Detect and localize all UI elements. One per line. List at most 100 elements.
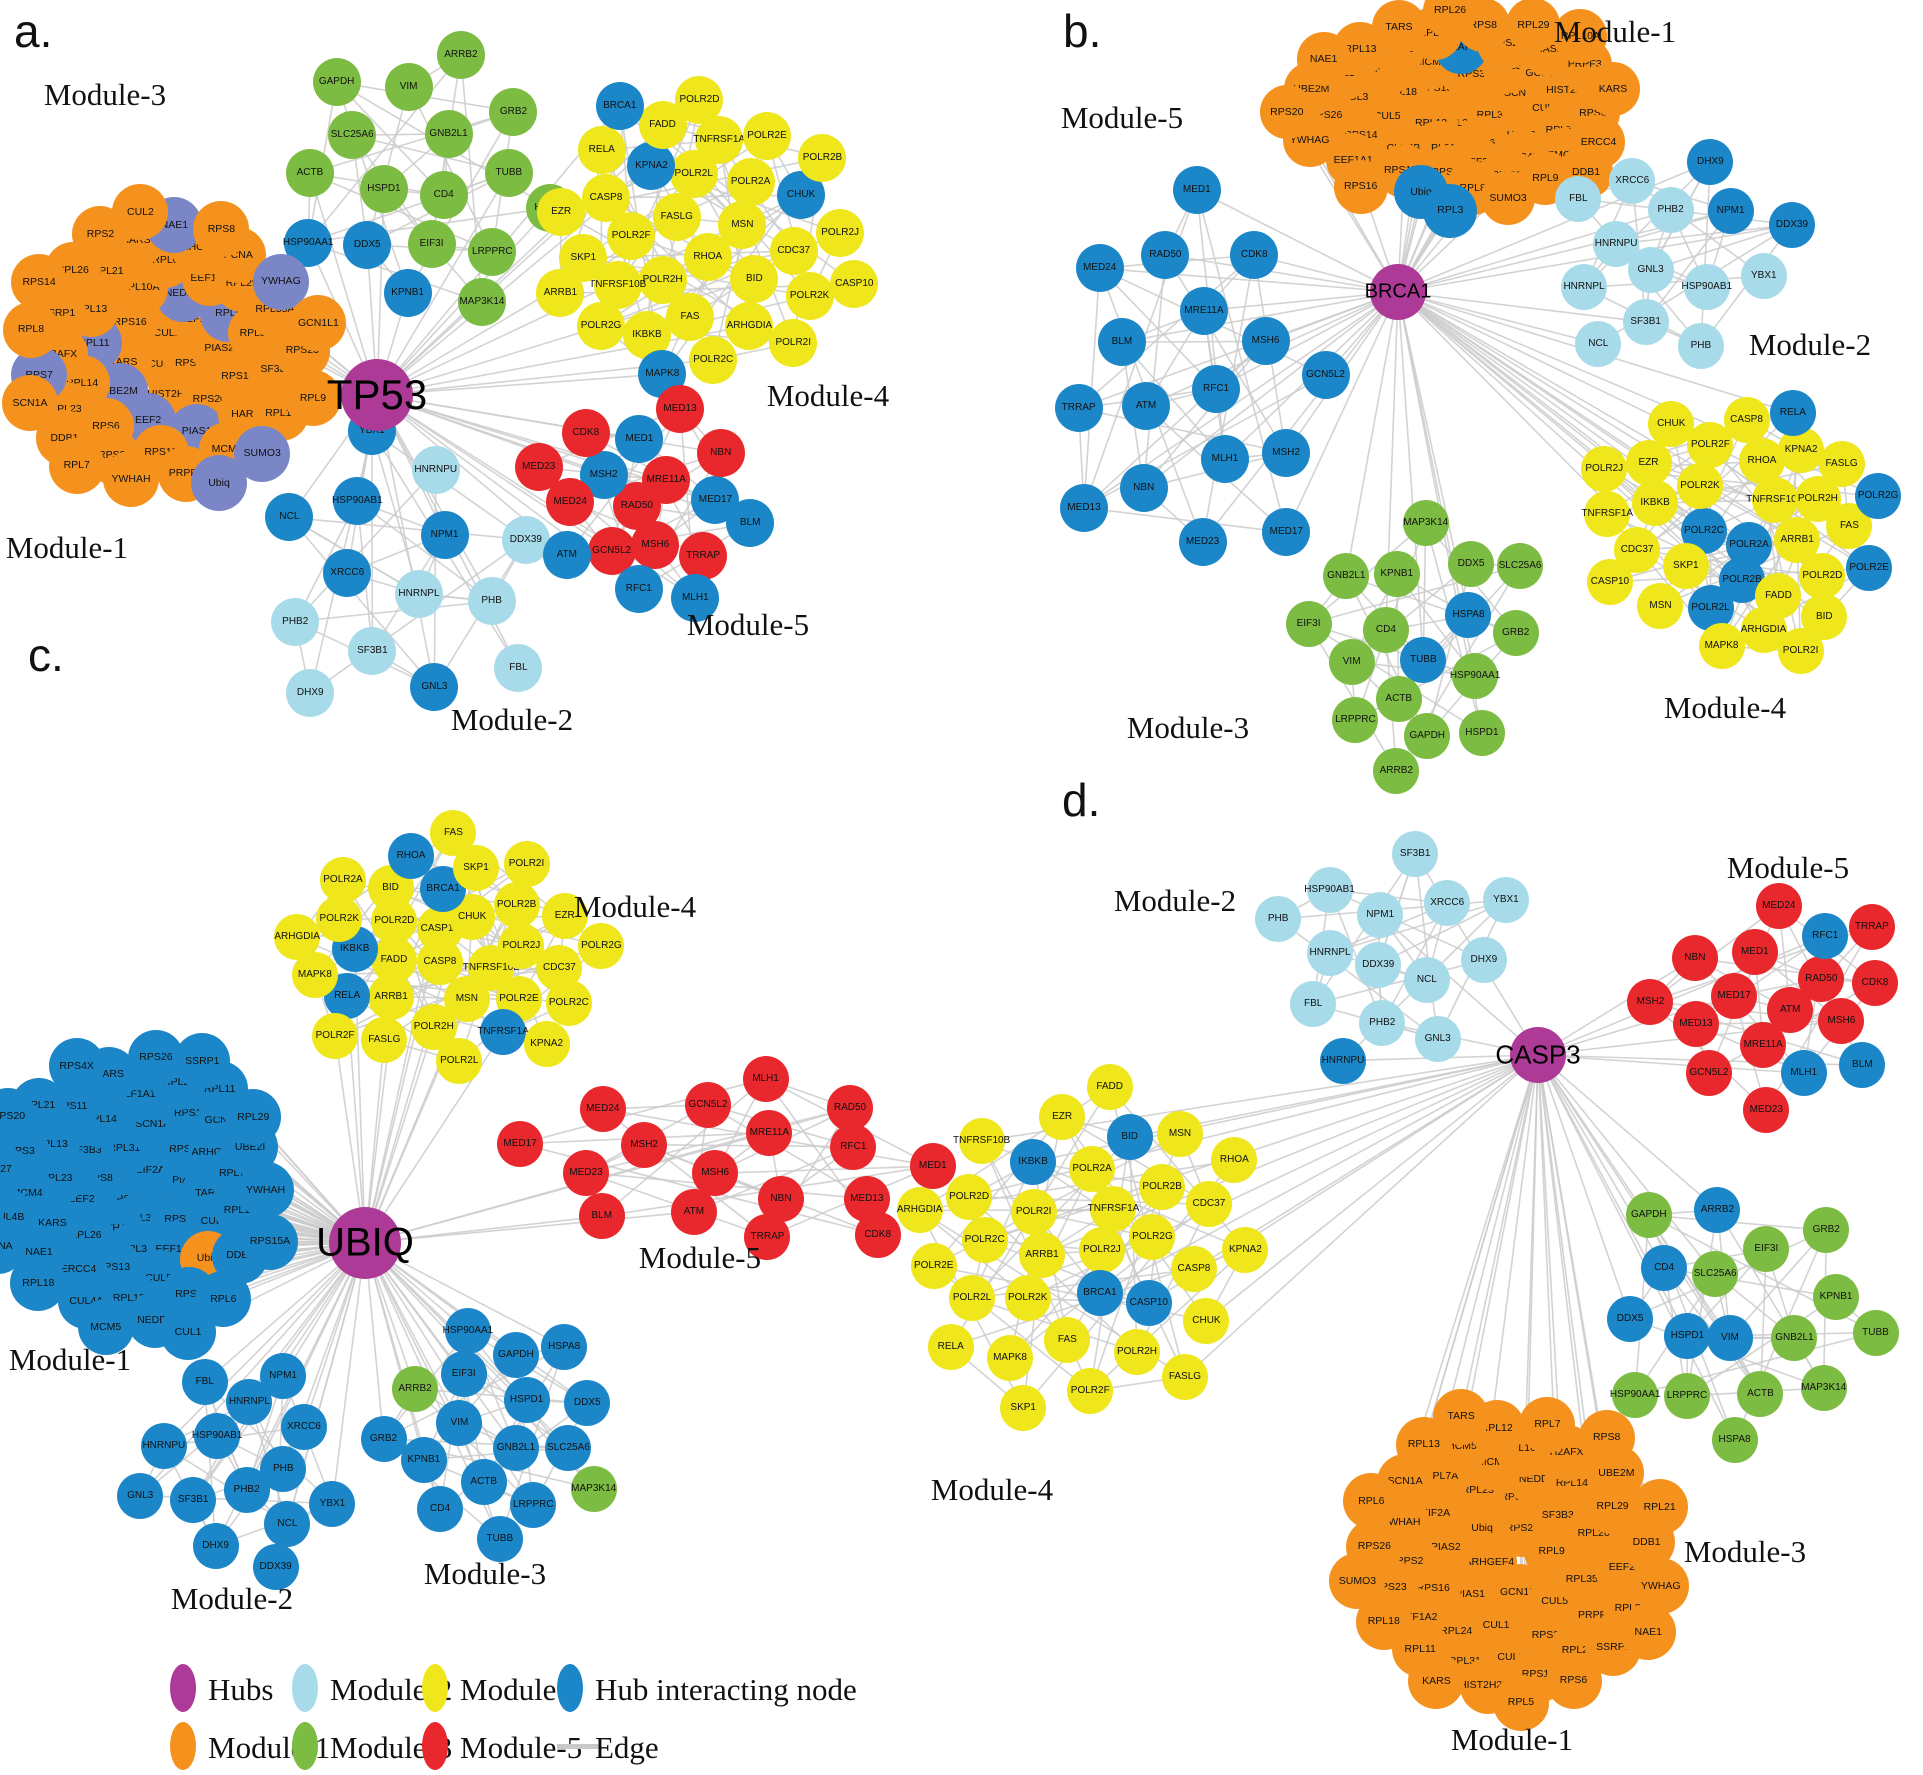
node-MED24: MED24 [1075,244,1124,293]
node-MAP3K14: MAP3K14 [457,278,506,327]
node-PHB2: PHB2 [271,597,320,646]
node-TRRAP: TRRAP [1054,384,1103,433]
node-EZR: EZR [1039,1093,1086,1140]
module-label: Module-4 [1663,690,1787,725]
node-NPM1: NPM1 [260,1353,307,1400]
hub-node-CASP3 [1510,1027,1566,1083]
node-POLR2J: POLR2J [498,923,545,970]
node-NPM1: NPM1 [1707,187,1754,234]
legend-edge-line [557,1744,601,1749]
node-HSP90AB1: HSP90AB1 [192,1412,242,1459]
node-TUBB: TUBB [1852,1309,1899,1356]
node-HNRNPU: HNRNPU [140,1423,187,1470]
node-KARS: KARS [1586,61,1641,116]
node-MAPK8: MAPK8 [1698,623,1745,669]
node-DDX39: DDX39 [1355,941,1402,988]
node-GAPDH: GAPDH [1625,1192,1672,1239]
node-MLH1: MLH1 [1780,1050,1827,1097]
legend-swatch-blue [557,1664,583,1712]
node-ACTB: ACTB [460,1459,507,1506]
node-ATM: ATM [1122,382,1171,431]
node-CD4: CD4 [419,171,468,220]
node-FASLG: FASLG [652,193,701,242]
node-RPL8: RPL8 [2,301,59,358]
node-SCN1A: SCN1A [1,374,58,431]
node-MED1: MED1 [1731,929,1778,976]
node-GNB2L1: GNB2L1 [492,1424,539,1471]
node-TARS: TARS [1371,0,1426,55]
node-ARRB2: ARRB2 [1373,747,1420,794]
node-NBN: NBN [1119,463,1168,512]
hub-node-BRCA1 [1370,264,1426,320]
hub-label-TP53: TP53 [326,371,428,418]
node-DDX39: DDX39 [252,1544,299,1591]
node-XRCC6: XRCC6 [1609,157,1656,204]
node-TARS: TARS [1433,1388,1490,1445]
node-MRE11A: MRE11A [642,456,691,505]
hub-label-UBIQ: UBIQ [316,1220,414,1265]
node-XRCC6: XRCC6 [323,548,372,597]
node-MED23: MED23 [1178,517,1227,566]
node-GAPDH: GAPDH [1404,712,1451,759]
node-ARRB1: ARRB1 [368,973,415,1020]
node-TUBB: TUBB [484,148,533,197]
node-MRE11A: MRE11A [1740,1022,1787,1068]
node-YBX1: YBX1 [1740,253,1787,300]
node-PHB: PHB [260,1446,307,1493]
node-RPL7: RPL7 [48,437,105,494]
module-label: Module-3 [43,77,167,112]
module-label: Module-4 [766,378,890,413]
legend-label: Hub interacting node [595,1672,857,1707]
node-TNFRSF1A: TNFRSF1A [1581,490,1633,537]
node-FBL: FBL [181,1359,228,1406]
node-CHUK: CHUK [1183,1297,1230,1344]
node-TRRAP: TRRAP [1848,904,1895,951]
node-MED13: MED13 [1060,483,1108,532]
node-MSH6: MSH6 [631,520,680,569]
node-SKP1: SKP1 [1662,543,1709,590]
node-TRRAP: TRRAP [744,1213,791,1260]
node-ATM: ATM [542,531,591,580]
node-BRCA1: BRCA1 [595,82,644,131]
node-MED24: MED24 [1755,883,1802,930]
node-RHOA: RHOA [1211,1137,1258,1184]
node-RFC1: RFC1 [614,565,663,614]
node-BID: BID [730,255,779,304]
module-label: Module-4 [930,1472,1054,1507]
node-MLH1: MLH1 [671,573,720,622]
node-RFC1: RFC1 [830,1123,877,1170]
node-MAP3K14: MAP3K14 [1402,500,1449,547]
panel-letter-d: d. [1062,774,1101,826]
node-GAPDH: GAPDH [312,58,361,107]
node-TNFRSF10B: TNFRSF10B [953,1118,1010,1165]
node-HSPD1: HSPD1 [359,165,408,214]
node-BLM: BLM [578,1193,625,1240]
node-GCN1L1: GCN1L1 [290,295,347,352]
node-POLR2B: POLR2B [1139,1164,1186,1211]
module-label: Module-1 [5,530,129,565]
node-PHB2: PHB2 [1359,999,1406,1046]
node-GAPDH: GAPDH [492,1332,539,1379]
node-DHX9: DHX9 [192,1522,239,1569]
node-POLR2G: POLR2G [1129,1214,1176,1261]
node-RFC1: RFC1 [1192,364,1241,413]
node-MED17: MED17 [1711,973,1758,1020]
node-SLC25A6: SLC25A6 [1692,1251,1739,1298]
node-TNFRSF1A: TNFRSF1A [477,1009,529,1056]
node-MRE11A: MRE11A [1179,286,1228,335]
node-SF3B1: SF3B1 [348,626,397,675]
node-POLR2E: POLR2E [910,1242,957,1289]
node-RAD50: RAD50 [1141,230,1190,279]
node-RFC1: RFC1 [1802,912,1849,959]
node-MAP3K14: MAP3K14 [570,1465,617,1512]
node-FAS: FAS [430,809,477,856]
node-FBL: FBL [1555,175,1602,222]
node-MAPK8: MAPK8 [987,1334,1034,1381]
node-RPL29: RPL29 [1506,0,1561,53]
node-GNB2L1: GNB2L1 [1323,552,1370,599]
node-ARRB1: ARRB1 [1019,1231,1066,1278]
node-POLR2F: POLR2F [1067,1367,1114,1414]
node-RHOA: RHOA [388,833,435,880]
node-HSPA8: HSPA8 [541,1323,588,1370]
